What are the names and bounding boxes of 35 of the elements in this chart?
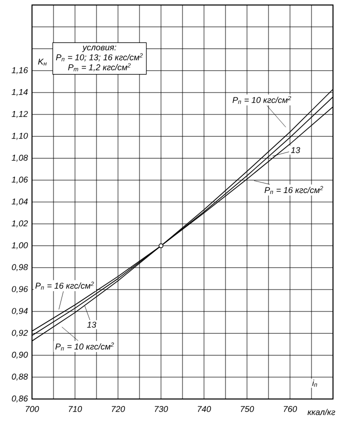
annotation: P$_{п}$ = 10; 13; 16 кгс/см$^{2}$ bbox=[56, 53, 143, 62]
y-tick-label: 1,08 bbox=[12, 154, 28, 162]
y-tick-label: 0,92 bbox=[12, 330, 28, 337]
y-tick-label: 1,14 bbox=[12, 89, 28, 96]
text: ккал/кг bbox=[308, 408, 336, 416]
annotation: условия: bbox=[82, 46, 116, 52]
y-tick-label: 1,10 bbox=[12, 132, 28, 140]
y-tick-label: 0,88 bbox=[12, 374, 28, 381]
y-tick-label: 0,86 bbox=[12, 396, 28, 402]
x-tick-label: 740 bbox=[198, 406, 211, 412]
x-tick-label: 700 bbox=[26, 406, 39, 412]
x-tick-label: 720 bbox=[112, 406, 125, 412]
y-tick-label: 1,12 bbox=[12, 110, 28, 118]
annotation: P$_{п}$ = 16 кгс/см$^{2}$ bbox=[35, 282, 94, 290]
annotation: P$_{т}$ = 1,2 кгс/см$^{2}$ bbox=[68, 63, 131, 72]
y-tick-label: 0,94 bbox=[12, 308, 28, 315]
annotation: 13 bbox=[291, 147, 300, 154]
x-tick-label: 710 bbox=[68, 406, 82, 412]
y-tick-label: 1,02 bbox=[12, 220, 28, 228]
annotation: P$_{п}$ = 10 кгс/см$^{2}$ bbox=[232, 96, 292, 104]
x-tick-label: 750 bbox=[240, 406, 254, 412]
y-tick-label: 0,90 bbox=[12, 352, 28, 359]
y-tick-label: 1,16 bbox=[12, 67, 28, 74]
y-tick-label: 0,98 bbox=[12, 264, 28, 272]
y-tick-label: 1,00 bbox=[12, 242, 28, 250]
y-axis-title: K$_{н}$ bbox=[38, 58, 47, 66]
annotation: P$_{п}$ = 10 кгс/см$^{2}$ bbox=[55, 342, 114, 350]
y-tick-label: 1,06 bbox=[12, 176, 28, 184]
annotation: P$_{п}$ = 16 кгс/см$^{2}$ bbox=[264, 186, 324, 194]
y-tick-label: 1,04 bbox=[12, 198, 28, 206]
x-axis-title: i$_{п}$ bbox=[312, 380, 318, 387]
y-tick-label: 0,96 bbox=[12, 286, 28, 294]
x-tick-label: 730 bbox=[154, 406, 168, 412]
x-tick-label: 760 bbox=[284, 406, 297, 412]
annotation: 13 bbox=[87, 322, 96, 328]
